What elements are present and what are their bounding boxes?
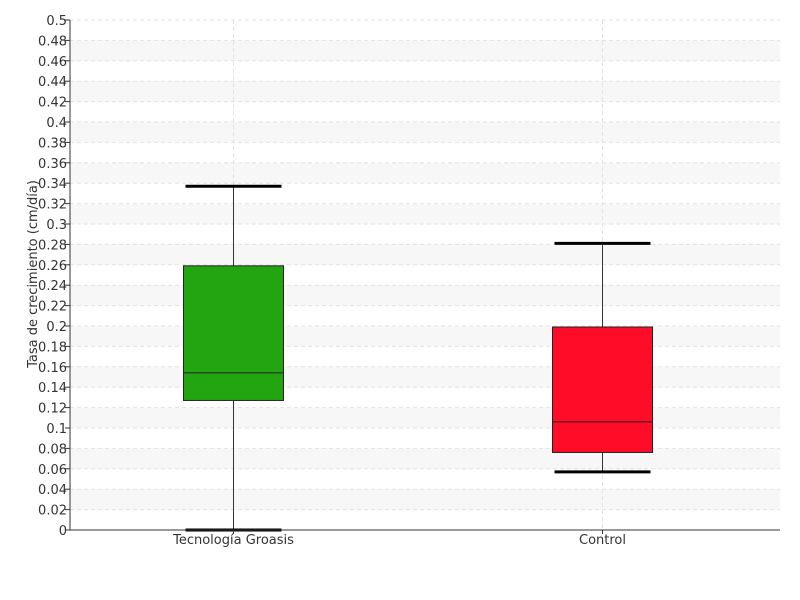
y-tick-label: 0.08 (38, 442, 67, 457)
y-tick-label: 0.44 (38, 75, 67, 90)
box-1 (183, 184, 284, 532)
grid-band (70, 285, 780, 306)
x-tick-label: Tecnología Groasis (172, 533, 294, 548)
y-tick-label: 0.46 (38, 55, 67, 70)
y-tick-label: 0.38 (38, 136, 67, 151)
grid-band (70, 326, 780, 347)
y-tick-label: 0.48 (38, 34, 67, 49)
grid-band (70, 244, 780, 265)
y-axis-label: Tasa de crecimiento (cm/día) (26, 180, 41, 369)
iqr-box (183, 265, 284, 401)
y-tick-label: 0.5 (46, 14, 67, 29)
y-tick-label: 0.28 (38, 238, 67, 253)
y-tick-label: 0.1 (46, 422, 67, 437)
y-tick-label: 0.14 (38, 381, 67, 396)
y-tick-label: 0.32 (38, 198, 67, 213)
grid-band (70, 407, 780, 428)
y-tick-label: 0.24 (38, 279, 67, 294)
y-tick-label: 0 (59, 524, 67, 539)
iqr-box (552, 326, 653, 453)
grid-band (70, 122, 780, 143)
grid-band (70, 203, 780, 224)
grid-band (70, 81, 780, 102)
y-tick-label: 0.2 (46, 320, 67, 335)
y-tick-label: 0.02 (38, 504, 67, 519)
grid-band (70, 162, 780, 184)
y-tick-label: 0.16 (38, 361, 67, 376)
box-series (183, 184, 653, 532)
y-tick-label: 0.22 (38, 300, 67, 315)
y-tick-label: 0.3 (46, 218, 67, 233)
y-tick-label: 0.42 (38, 96, 67, 111)
grid-band (70, 366, 780, 388)
x-tick-label: Control (579, 533, 626, 548)
tick-labels: 0 0.02 0.04 0.06 0.08 0.1 0.12 0.14 0.16 0.18 0.2 0… (38, 14, 626, 548)
y-tick-label: 0.06 (38, 463, 67, 478)
y-tick-label: 0.12 (38, 402, 67, 417)
box-2 (552, 241, 653, 474)
grid-lines (70, 19, 780, 531)
background-bands (70, 40, 780, 510)
grid-band (70, 40, 780, 61)
y-tick-label: 0.36 (38, 157, 67, 172)
grid-band (70, 448, 780, 469)
grid-band (70, 489, 780, 510)
y-tick-label: 0.18 (38, 340, 67, 355)
axes (65, 19, 780, 534)
y-tick-label: 0.04 (38, 483, 67, 498)
y-tick-label: 0.4 (46, 116, 67, 131)
y-tick-label: 0.26 (38, 259, 67, 274)
y-tick-label: 0.34 (38, 177, 67, 192)
